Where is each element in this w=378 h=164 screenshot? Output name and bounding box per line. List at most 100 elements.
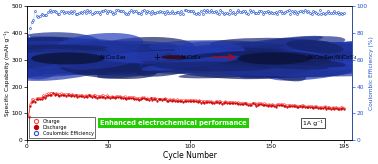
Ellipse shape: [26, 48, 116, 62]
Ellipse shape: [0, 57, 18, 71]
Ellipse shape: [219, 55, 275, 78]
Ellipse shape: [41, 47, 107, 62]
Ellipse shape: [57, 58, 157, 79]
Ellipse shape: [236, 52, 322, 64]
Ellipse shape: [158, 54, 179, 59]
Ellipse shape: [45, 44, 185, 60]
Ellipse shape: [11, 48, 149, 59]
Ellipse shape: [194, 51, 308, 64]
Ellipse shape: [0, 41, 126, 56]
Ellipse shape: [135, 53, 216, 77]
Ellipse shape: [232, 65, 290, 75]
Ellipse shape: [271, 55, 336, 70]
Ellipse shape: [140, 60, 202, 63]
Ellipse shape: [150, 51, 245, 60]
Ellipse shape: [25, 53, 96, 61]
Ellipse shape: [168, 59, 218, 73]
Ellipse shape: [90, 55, 201, 76]
Ellipse shape: [51, 39, 140, 63]
Ellipse shape: [166, 58, 205, 64]
Ellipse shape: [170, 55, 191, 60]
Ellipse shape: [201, 54, 339, 63]
Ellipse shape: [281, 43, 378, 60]
Ellipse shape: [0, 49, 67, 57]
Ellipse shape: [136, 54, 258, 66]
Ellipse shape: [201, 49, 302, 64]
Ellipse shape: [149, 55, 174, 57]
Ellipse shape: [2, 50, 93, 62]
Ellipse shape: [12, 60, 86, 67]
Ellipse shape: [241, 47, 349, 60]
Ellipse shape: [268, 56, 378, 81]
Ellipse shape: [25, 47, 98, 58]
Ellipse shape: [242, 54, 308, 78]
Ellipse shape: [63, 41, 155, 64]
Ellipse shape: [127, 51, 181, 61]
Ellipse shape: [6, 59, 133, 74]
Ellipse shape: [208, 63, 284, 79]
Ellipse shape: [32, 55, 129, 68]
Ellipse shape: [25, 57, 121, 74]
Ellipse shape: [164, 56, 200, 63]
Ellipse shape: [160, 56, 181, 58]
Ellipse shape: [201, 50, 274, 64]
Ellipse shape: [183, 57, 263, 64]
Ellipse shape: [162, 56, 208, 64]
Ellipse shape: [301, 53, 375, 70]
Ellipse shape: [221, 47, 329, 70]
Ellipse shape: [293, 59, 346, 67]
Ellipse shape: [208, 52, 316, 65]
Ellipse shape: [169, 55, 206, 58]
Ellipse shape: [0, 51, 40, 68]
Ellipse shape: [172, 55, 197, 61]
Ellipse shape: [46, 41, 178, 55]
Ellipse shape: [0, 45, 28, 55]
Ellipse shape: [0, 62, 39, 77]
Ellipse shape: [181, 54, 208, 56]
Ellipse shape: [296, 40, 378, 63]
Ellipse shape: [0, 59, 55, 69]
Ellipse shape: [16, 59, 61, 69]
Ellipse shape: [245, 36, 345, 53]
Ellipse shape: [25, 60, 69, 70]
Ellipse shape: [143, 45, 222, 68]
Ellipse shape: [91, 37, 195, 61]
Ellipse shape: [257, 41, 339, 66]
Ellipse shape: [280, 43, 344, 59]
Ellipse shape: [81, 46, 112, 55]
Ellipse shape: [39, 52, 98, 66]
Ellipse shape: [279, 54, 378, 75]
Ellipse shape: [177, 51, 206, 59]
Ellipse shape: [68, 51, 113, 65]
Ellipse shape: [23, 52, 111, 70]
Ellipse shape: [0, 45, 108, 52]
Ellipse shape: [17, 56, 106, 67]
Ellipse shape: [166, 58, 238, 65]
Ellipse shape: [213, 36, 323, 53]
Ellipse shape: [205, 44, 328, 55]
Ellipse shape: [263, 61, 345, 78]
Ellipse shape: [210, 38, 339, 52]
Ellipse shape: [223, 54, 294, 71]
Ellipse shape: [258, 48, 338, 63]
Ellipse shape: [152, 55, 194, 59]
Ellipse shape: [0, 57, 45, 69]
Ellipse shape: [0, 48, 81, 62]
Ellipse shape: [104, 49, 219, 61]
Ellipse shape: [22, 61, 139, 70]
Ellipse shape: [153, 60, 309, 76]
Ellipse shape: [0, 54, 63, 81]
Ellipse shape: [99, 42, 156, 62]
Ellipse shape: [0, 59, 42, 77]
Ellipse shape: [148, 57, 165, 63]
Ellipse shape: [192, 54, 218, 57]
Ellipse shape: [289, 45, 378, 65]
Ellipse shape: [59, 43, 223, 60]
Text: +: +: [153, 53, 161, 62]
Ellipse shape: [198, 46, 316, 56]
Ellipse shape: [186, 60, 353, 69]
Ellipse shape: [41, 47, 100, 72]
Ellipse shape: [64, 61, 150, 73]
Ellipse shape: [0, 57, 70, 69]
Ellipse shape: [198, 51, 329, 65]
